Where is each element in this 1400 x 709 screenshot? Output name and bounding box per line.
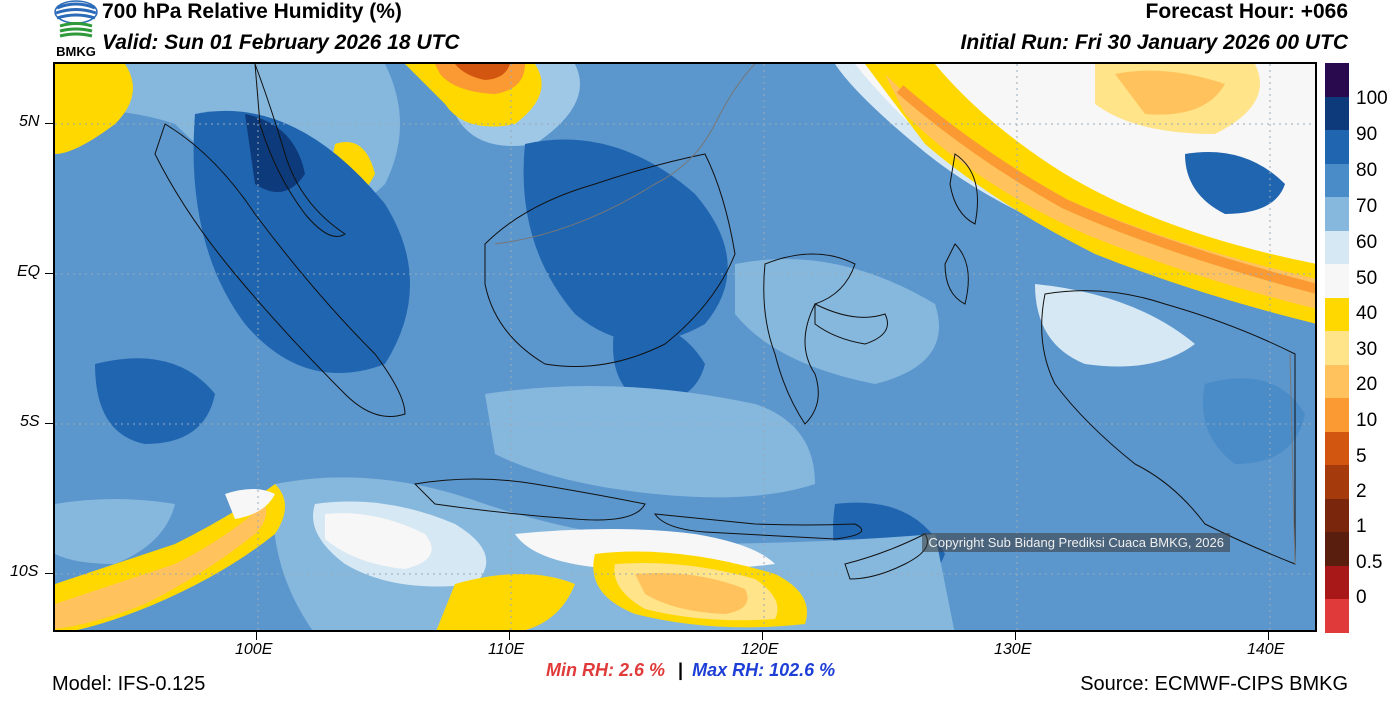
colorbar-segment <box>1325 331 1349 365</box>
lat-tick <box>45 273 53 274</box>
lat-tick <box>45 573 53 574</box>
colorbar-segment <box>1325 96 1349 131</box>
lon-label-120e: 120E <box>741 641 779 658</box>
stats-separator: | <box>678 660 684 680</box>
lon-tick <box>762 632 763 640</box>
initial-run: Initial Run: Fri 30 January 2026 00 UTC <box>960 31 1348 54</box>
colorbar-segment <box>1325 197 1349 231</box>
colorbar-label: 90 <box>1356 124 1378 145</box>
colorbar-label: 5 <box>1356 446 1367 467</box>
colorbar <box>1325 63 1349 633</box>
lat-tick <box>45 423 53 424</box>
model-label: Model: IFS-0.125 <box>52 673 206 695</box>
lon-label-100e: 100E <box>235 641 273 658</box>
lat-label-10s: 10S <box>10 563 39 580</box>
colorbar-segment <box>1325 498 1349 533</box>
rh-stats: Min RH: 2.6 % | Max RH: 102.6 % <box>546 660 835 681</box>
lat-label-5s: 5S <box>20 413 40 430</box>
colorbar-label: 2 <box>1356 481 1367 502</box>
colorbar-label: 0.5 <box>1356 552 1383 573</box>
colorbar-segment <box>1325 599 1349 633</box>
lon-tick <box>509 632 510 640</box>
max-rh: Max RH: 102.6 % <box>692 660 836 680</box>
colorbar-segment <box>1325 465 1349 499</box>
lat-label-eq: EQ <box>17 263 41 280</box>
colorbar-segment <box>1325 230 1349 265</box>
colorbar-label: 20 <box>1356 374 1378 395</box>
colorbar-label: 0 <box>1356 587 1367 608</box>
lon-tick <box>1015 632 1016 640</box>
colorbar-label: 60 <box>1356 232 1378 253</box>
min-rh: Min RH: 2.6 % <box>546 660 666 680</box>
colorbar-segment <box>1325 297 1349 332</box>
logo-text: BMKG <box>56 44 96 59</box>
colorbar-segment <box>1325 130 1349 164</box>
forecast-hour: Forecast Hour: +066 <box>1145 0 1349 23</box>
colorbar-segment <box>1325 398 1349 432</box>
humidity-map: Copyright Sub Bidang Prediksi Cuaca BMKG… <box>53 62 1317 632</box>
colorbar-segment <box>1325 163 1349 198</box>
colorbar-label: 50 <box>1356 268 1378 289</box>
copyright-note: Copyright Sub Bidang Prediksi Cuaca BMKG… <box>922 533 1230 552</box>
colorbar-label: 1 <box>1356 516 1367 537</box>
colorbar-segment <box>1325 63 1349 97</box>
lon-tick <box>256 632 257 640</box>
colorbar-segment <box>1325 264 1349 298</box>
lon-label-140e: 140E <box>1247 641 1285 658</box>
lon-label-110e: 110E <box>488 641 525 658</box>
colorbar-segment <box>1325 532 1349 566</box>
bmkg-logo: BMKG <box>52 0 100 60</box>
colorbar-segment <box>1325 364 1349 399</box>
map-title: 700 hPa Relative Humidity (%) <box>102 0 402 23</box>
lon-tick <box>1268 632 1269 640</box>
colorbar-label: 10 <box>1356 410 1378 431</box>
colorbar-label: 80 <box>1356 160 1378 181</box>
lat-tick <box>45 123 53 124</box>
humidity-field <box>55 64 1315 630</box>
colorbar-label: 100 <box>1356 88 1388 109</box>
source-label: Source: ECMWF-CIPS BMKG <box>1080 673 1348 695</box>
lon-label-130e: 130E <box>994 641 1032 658</box>
colorbar-segment <box>1325 565 1349 600</box>
colorbar-label: 30 <box>1356 339 1378 360</box>
colorbar-label: 70 <box>1356 196 1378 217</box>
lat-label-5n: 5N <box>19 113 40 130</box>
valid-time: Valid: Sun 01 February 2026 18 UTC <box>102 31 460 54</box>
colorbar-label: 40 <box>1356 303 1378 324</box>
colorbar-segment <box>1325 431 1349 466</box>
